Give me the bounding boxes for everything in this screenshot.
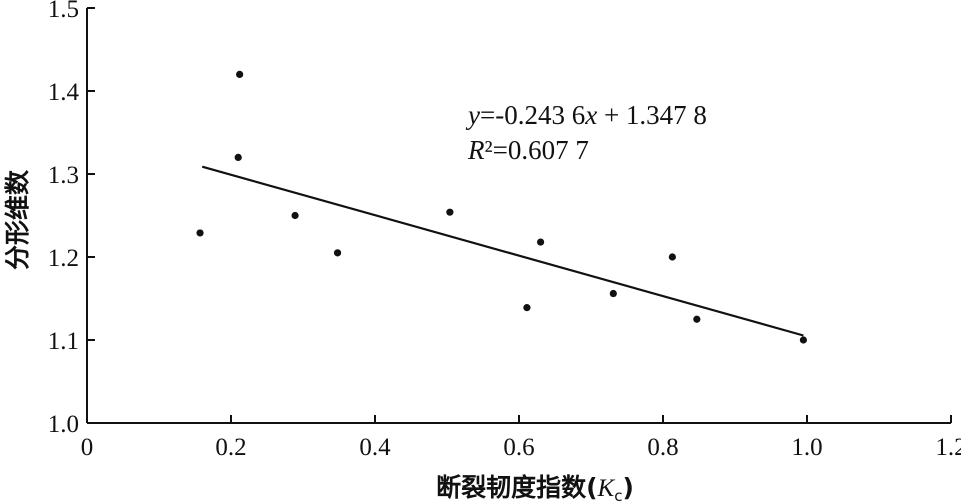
x-axis-title-var: K (597, 475, 616, 502)
y-tick-label: 1.3 (48, 162, 79, 189)
x-axis-title: 断裂韧度指数(Kc) (436, 473, 634, 503)
y-tick-label: 1.4 (48, 79, 80, 106)
data-point (609, 289, 617, 298)
y-tick-label: 1.2 (48, 245, 79, 272)
data-point (333, 249, 342, 257)
x-tick-label: 1.0 (791, 434, 822, 461)
y-axis-title: 分形维数 (3, 169, 32, 270)
y-tick-label: 1.1 (48, 328, 79, 355)
x-tick-label: 0 (81, 434, 94, 461)
x-tick-label: 0.2 (215, 434, 246, 461)
equation-y-var: y (465, 100, 480, 130)
data-point (291, 211, 299, 220)
trend-line (201, 165, 804, 337)
y-tick-label: 1.0 (48, 411, 79, 438)
x-tick-label: 0.4 (359, 434, 391, 461)
data-point (537, 238, 545, 246)
x-axis-title-main: 断裂韧度指数( (436, 473, 597, 502)
regression-equation: y=-0.243 6x + 1.347 8 (465, 100, 707, 130)
r-squared-var: R (467, 135, 485, 165)
equation-tail: + 1.347 8 (597, 100, 707, 130)
x-axis-title-sub: c (614, 487, 622, 503)
r-squared-value: ²=0.607 7 (485, 135, 589, 165)
data-point (196, 229, 204, 237)
data-point (799, 336, 808, 344)
y-tick-label: 1.5 (48, 0, 79, 23)
x-tick-label: 1.2 (935, 434, 961, 461)
axes (86, 8, 951, 424)
r-squared-label: R²=0.607 7 (467, 135, 589, 165)
data-point (236, 70, 244, 78)
data-point (668, 253, 676, 261)
data-point (446, 208, 454, 216)
x-axis-title-close: ) (622, 473, 633, 502)
data-point (693, 315, 701, 323)
x-tick-label: 0.6 (503, 434, 534, 461)
equation-x-var: x (584, 100, 597, 130)
x-tick-label: 0.8 (647, 434, 678, 461)
tick-labels: 0 0.2 0.4 0.6 0.8 1.0 1.2 1.0 1.1 1.2 1.3 1.4 1.5 (48, 0, 961, 461)
data-point (234, 153, 242, 161)
data-points (196, 70, 808, 344)
data-point (523, 304, 531, 312)
equation-middle: =-0.243 6 (480, 100, 585, 130)
ticks (86, 7, 952, 424)
